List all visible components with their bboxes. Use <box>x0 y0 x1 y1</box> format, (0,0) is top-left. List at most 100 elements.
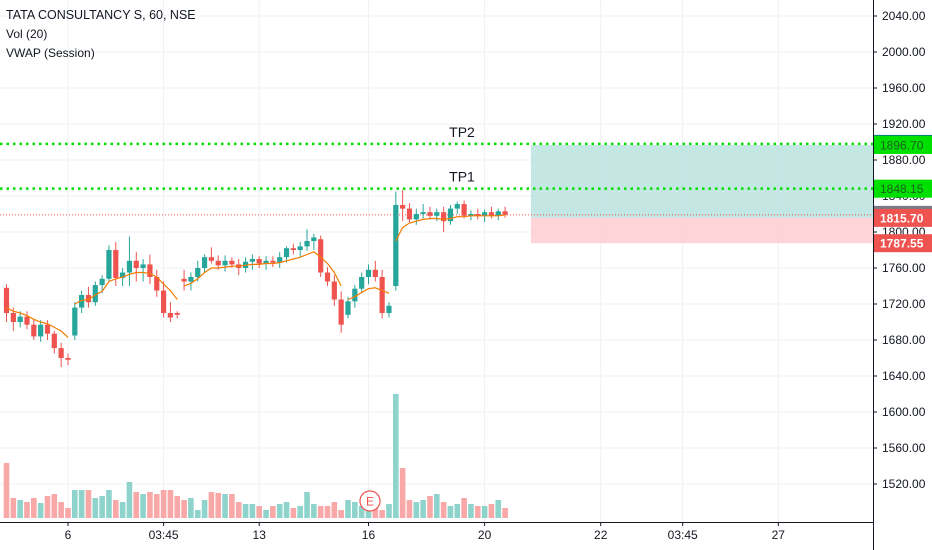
time-tick-label: 03:45 <box>149 528 179 542</box>
volume-bar <box>256 506 263 518</box>
candle-body <box>256 259 262 264</box>
candle-body <box>208 257 214 261</box>
loss-zone <box>531 217 873 244</box>
volume-bar <box>133 492 140 518</box>
volume-bar <box>229 494 235 518</box>
candle-body <box>85 295 92 303</box>
profit-zone <box>531 144 873 218</box>
volume-bar <box>106 490 112 518</box>
volume-bar <box>283 502 290 518</box>
time-tick-label: 27 <box>772 528 786 542</box>
candle-body <box>454 204 460 209</box>
volume-bar <box>208 492 215 518</box>
volume-indicator-label[interactable]: Vol (20) <box>6 27 48 41</box>
candle-body <box>290 248 296 250</box>
volume-bar <box>160 490 167 518</box>
volume-bar <box>126 482 133 518</box>
candle-body <box>126 260 133 273</box>
candle-body <box>10 313 16 322</box>
candle-body <box>44 324 51 334</box>
candle-body <box>31 324 37 337</box>
time-tick-label: 03:45 <box>668 528 698 542</box>
volume-bar <box>85 490 92 518</box>
candle-body <box>352 288 358 302</box>
volume-bar <box>324 506 331 518</box>
candle-body <box>297 246 303 250</box>
candle-body <box>447 208 454 222</box>
volume-bar <box>461 498 467 518</box>
volume-bar <box>222 494 228 518</box>
candle-body <box>502 211 508 215</box>
candle-body <box>495 211 501 216</box>
time-tick-label: 16 <box>362 528 376 542</box>
volume-bar <box>433 494 440 518</box>
level-label-tp2: TP2 <box>449 124 475 140</box>
candle-body <box>468 214 474 216</box>
candle-body <box>174 313 180 315</box>
candle-body <box>338 299 344 325</box>
candle-body <box>359 277 365 289</box>
vwap-path <box>6 214 506 338</box>
price-tick-label: 1760.00 <box>882 261 926 275</box>
volume-bar <box>338 510 344 518</box>
candle-body <box>17 316 23 322</box>
candle-body <box>79 295 85 308</box>
volume-bar <box>119 502 126 518</box>
volume-bar <box>147 492 153 518</box>
candle-body <box>249 259 255 262</box>
volume-bar <box>413 502 420 518</box>
candle-body <box>188 277 194 282</box>
volume-bar <box>24 502 30 518</box>
volume-bar <box>440 502 447 518</box>
candle-body <box>160 290 167 313</box>
candle-body <box>345 301 351 315</box>
volume-bars <box>3 394 508 518</box>
candle-body <box>365 269 372 277</box>
volume-bar <box>153 494 160 518</box>
volume-bar <box>317 506 324 518</box>
volume-bar <box>358 506 365 518</box>
volume-bar <box>297 506 303 518</box>
price-tick-label: 1720.00 <box>882 297 926 311</box>
volume-bar <box>420 500 426 518</box>
target-levels[interactable]: TP2 TP1 <box>0 124 873 190</box>
tp1-price-tag-label: 1848.15 <box>880 182 924 196</box>
candle-body <box>283 248 290 258</box>
volume-bar <box>194 510 201 518</box>
volume-bar <box>249 504 256 518</box>
earnings-event-marker <box>359 490 381 512</box>
candle-body <box>277 257 283 263</box>
volume-bar <box>386 504 392 518</box>
candle-body <box>195 268 201 277</box>
volume-bar <box>399 468 406 518</box>
candle-body <box>120 272 126 278</box>
candle-body <box>427 212 433 216</box>
candle-body <box>406 208 413 220</box>
candle-body <box>420 212 426 214</box>
level-label-tp1: TP1 <box>449 169 475 185</box>
candle-body <box>304 241 310 247</box>
volume-bar <box>263 510 269 518</box>
candle-body <box>434 212 440 216</box>
time-axis-background <box>0 522 873 550</box>
volume-bar <box>379 510 385 518</box>
candle-body <box>154 277 160 291</box>
candle-body <box>488 212 495 216</box>
volume-bar <box>44 496 51 518</box>
candle-body <box>140 264 146 268</box>
vwap-indicator-label[interactable]: VWAP (Session) <box>6 46 95 60</box>
price-tick-label: 1520.00 <box>882 477 926 491</box>
candle-body <box>65 358 71 360</box>
candle-body <box>99 278 105 286</box>
symbol-title[interactable]: TATA CONSULTANCY S, 60, NSE <box>6 8 196 22</box>
events[interactable]: E <box>359 490 381 512</box>
price-axis[interactable]: 1520.00 1560.00 1600.00 1640.00 1680.00 1720.… <box>873 0 932 550</box>
volume-bar <box>345 500 351 518</box>
volume-bar <box>276 504 283 518</box>
volume-bar <box>393 394 399 518</box>
time-tick-label: 13 <box>253 528 267 542</box>
candle-body <box>92 285 98 303</box>
long-position-tool[interactable] <box>0 144 873 244</box>
time-axis[interactable]: 6 03:45 13 16 20 22 03:45 27 <box>0 522 873 550</box>
